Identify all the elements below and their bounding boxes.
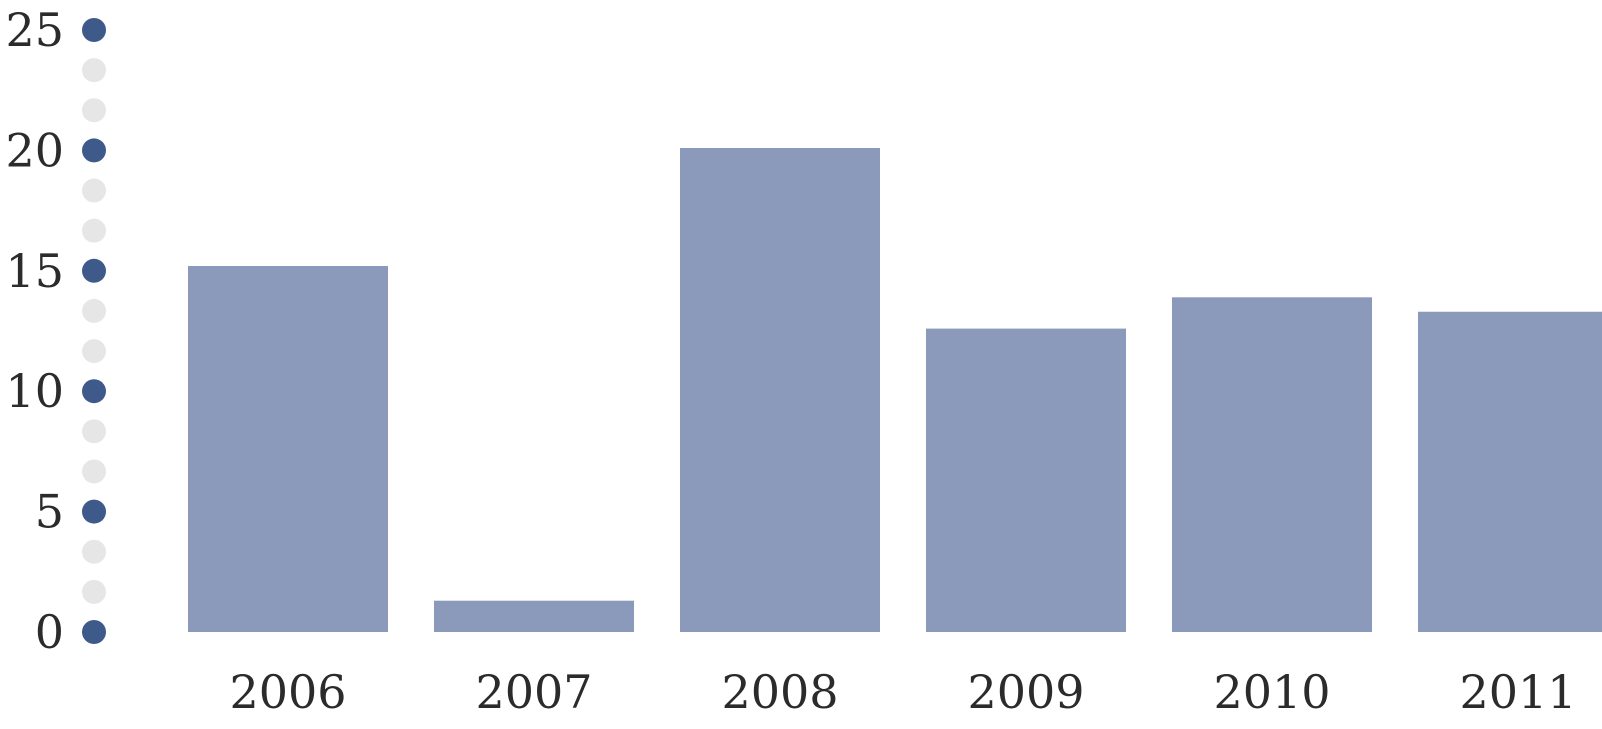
y-tick-label: 20	[5, 123, 64, 177]
bar-2007	[434, 600, 634, 632]
x-category-label: 2010	[1213, 665, 1330, 719]
y-axis-major-dot	[82, 138, 106, 163]
x-category-label: 2011	[1459, 665, 1576, 719]
x-axis: 2006 2007 2008 2009 2010 2011	[229, 665, 1576, 719]
bar-2006	[188, 265, 388, 632]
y-axis-minor-dot	[82, 459, 106, 484]
bar-2011	[1418, 311, 1602, 632]
bars-group	[188, 147, 1602, 632]
y-axis-major-dot	[82, 379, 106, 404]
y-axis-major-dot	[82, 499, 106, 524]
bar-2009	[926, 328, 1126, 632]
x-category-label: 2006	[229, 665, 346, 719]
y-axis-minor-dot	[82, 178, 106, 203]
y-axis-major-dot	[82, 18, 106, 42]
y-axis-major-dot	[82, 258, 106, 283]
y-tick-label: 5	[35, 485, 64, 539]
y-tick-label: 15	[5, 244, 64, 298]
y-axis-minor-dot	[82, 419, 106, 444]
y-tick-label: 10	[5, 364, 64, 418]
y-axis-minor-dot	[82, 579, 106, 604]
y-axis-minor-dot	[82, 539, 106, 564]
y-axis-minor-dot	[82, 298, 106, 323]
y-axis: 0 5 10 15 20 25	[5, 3, 106, 659]
y-axis-minor-dot	[82, 58, 106, 83]
bar-2008	[680, 147, 880, 632]
x-category-label: 2007	[475, 665, 592, 719]
y-axis-minor-dot	[82, 98, 106, 123]
x-category-label: 2009	[967, 665, 1084, 719]
y-tick-label: 0	[35, 605, 64, 659]
y-axis-minor-dot	[82, 339, 106, 364]
y-tick-label: 25	[5, 3, 64, 57]
y-axis-major-dot	[82, 620, 106, 644]
bar-2010	[1172, 297, 1372, 632]
y-axis-minor-dot	[82, 218, 106, 243]
x-category-label: 2008	[721, 665, 838, 719]
